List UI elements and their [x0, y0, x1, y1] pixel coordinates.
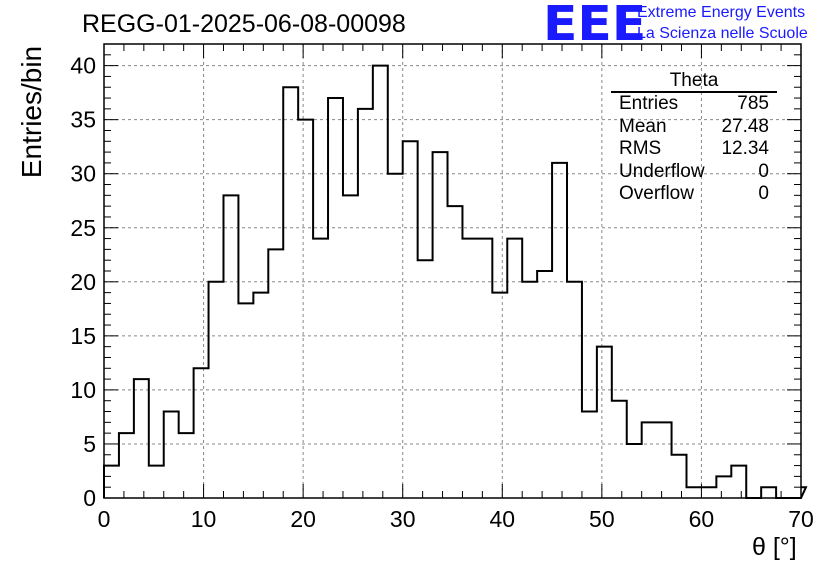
y-tick-label: 25 — [70, 215, 96, 241]
histogram-bin — [194, 368, 209, 498]
histogram-bin — [328, 98, 343, 498]
histogram-bin — [686, 487, 701, 498]
stats-value: 785 — [737, 93, 769, 114]
stats-label: RMS — [619, 138, 662, 159]
x-tick-label: 50 — [589, 506, 615, 532]
histogram-bin — [283, 87, 298, 498]
histogram-bin — [731, 466, 746, 498]
histogram-bin — [104, 466, 119, 498]
histogram-bin — [448, 206, 463, 498]
histogram-bin — [119, 433, 134, 498]
histogram-bin — [164, 412, 179, 498]
histogram-bin — [268, 249, 283, 498]
stats-row-overflow: Overflow 0 — [609, 183, 777, 206]
histogram-bin — [343, 195, 358, 498]
stats-row-entries: Entries 785 — [609, 93, 777, 116]
histogram-bin — [672, 455, 687, 498]
y-tick-label: 20 — [70, 269, 96, 295]
histogram-bin — [403, 141, 418, 498]
logo-text-line2: La Scienza nelle Scuole — [637, 25, 808, 42]
y-tick-label: 30 — [70, 161, 96, 187]
x-tick-label: 0 — [98, 506, 111, 532]
chart-title: REGG-01-2025-06-08-00098 — [82, 10, 406, 38]
y-axis-label: Entries/bin — [16, 45, 47, 179]
histogram-bin — [507, 239, 522, 498]
histogram-bin — [418, 260, 433, 498]
x-tick-label: 30 — [390, 506, 416, 532]
y-tick-label: 10 — [70, 377, 96, 403]
histogram-bin — [627, 444, 642, 498]
stats-title: Theta — [611, 70, 777, 93]
histogram-series — [103, 64, 808, 499]
stats-label: Underflow — [619, 160, 705, 182]
histogram-bin — [462, 239, 477, 498]
stats-row-rms: RMS 12.34 — [609, 138, 777, 161]
logo-text-line1: Extreme Energy Events — [637, 4, 806, 21]
histogram-bin — [223, 195, 238, 498]
histogram-bin — [716, 476, 731, 498]
stats-label: Entries — [619, 93, 679, 114]
x-tick-label: 60 — [689, 506, 715, 532]
histogram-bin — [701, 487, 716, 498]
plot-frame — [103, 43, 802, 499]
x-tick-label: 10 — [191, 506, 217, 532]
histogram-bin — [253, 293, 268, 498]
stats-row-mean: Mean 27.48 — [609, 116, 777, 139]
histogram-bin — [552, 163, 567, 498]
stats-label: Mean — [619, 115, 667, 137]
stats-value: 27.48 — [721, 115, 769, 137]
histogram-bin — [134, 379, 149, 498]
histogram-bin — [612, 401, 627, 498]
eee-logo: EEE — [543, 0, 647, 52]
histogram-bin — [313, 239, 328, 498]
histogram-bin — [238, 303, 253, 498]
histogram-bin — [761, 487, 776, 498]
histogram-bin — [642, 422, 657, 498]
histogram-bin — [582, 412, 597, 498]
histogram-bin — [433, 152, 448, 498]
stats-row-underflow: Underflow 0 — [609, 161, 777, 184]
histogram-bin — [358, 109, 373, 498]
y-tick-label: 35 — [70, 107, 96, 133]
histogram-bin — [657, 422, 672, 498]
histogram-bin — [149, 466, 164, 498]
stats-value: 0 — [758, 183, 769, 204]
stats-label: Overflow — [619, 183, 694, 204]
x-tick-label: 20 — [290, 506, 316, 532]
x-tick-label: 70 — [788, 506, 814, 532]
histogram-bin — [597, 347, 612, 498]
y-tick-label: 5 — [83, 431, 96, 457]
stats-value: 12.34 — [721, 138, 769, 159]
histogram-bin — [537, 271, 552, 498]
y-tick-label: 0 — [83, 485, 96, 511]
histogram-bin — [298, 120, 313, 498]
y-tick-label: 15 — [70, 323, 96, 349]
histogram-bin — [179, 433, 194, 498]
y-tick-label: 40 — [70, 53, 96, 79]
x-axis-label: θ [°] — [752, 533, 797, 561]
histogram-bin — [492, 293, 507, 498]
stats-box: Theta Entries 785 Mean 27.48 RMS 12.34 Unde… — [609, 70, 777, 206]
histogram-bin — [209, 282, 224, 498]
histogram-bin — [477, 239, 492, 498]
x-tick-label: 40 — [489, 506, 515, 532]
stats-value: 0 — [758, 160, 769, 182]
